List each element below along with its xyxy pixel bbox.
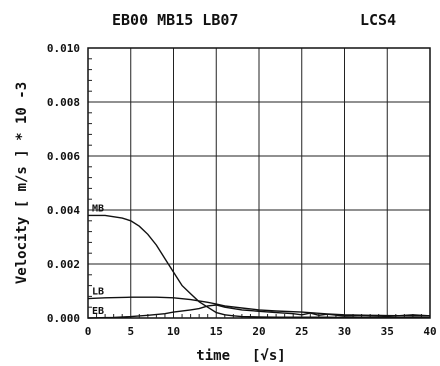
x-axis-label: time (196, 348, 230, 364)
series-layer: MB LB EB (87, 203, 431, 319)
x-tick-label: 0 (85, 325, 92, 338)
x-tick-label: 35 (381, 325, 394, 338)
series-line-eb (87, 304, 431, 319)
y-axis-ticks: 0.000 0.002 0.004 0.006 0.008 0.010 (47, 42, 92, 325)
x-tick-label: 15 (210, 325, 223, 338)
y-tick-label: 0.004 (47, 204, 80, 217)
plot-frame (87, 47, 431, 319)
x-axis-unit: [√s] (252, 348, 286, 364)
x-tick-label: 10 (167, 325, 180, 338)
series-line-mb (88, 214, 430, 319)
y-tick-label: 0.006 (47, 150, 80, 163)
series-label-eb: EB (92, 306, 104, 317)
y-tick-label: 0.008 (47, 96, 80, 109)
y-tick-label: 0.002 (47, 258, 80, 271)
x-tick-label: 30 (338, 325, 351, 338)
x-tick-label: 5 (127, 325, 134, 338)
x-tick-label: 25 (295, 325, 308, 338)
x-tick-label: 40 (423, 325, 436, 338)
series-label-lb: LB (92, 287, 104, 298)
y-axis-label: Velocity [ m/s ] * 10 -3 (14, 82, 30, 284)
series-label-mb: MB (92, 203, 104, 214)
chart-title-right: LCS4 (360, 11, 396, 29)
y-tick-label: 0.000 (47, 312, 80, 325)
y-tick-label: 0.010 (47, 42, 80, 55)
x-tick-label: 20 (252, 325, 265, 338)
grid (88, 48, 430, 318)
chart-title-left: EB00 MB15 LB07 (112, 11, 238, 29)
